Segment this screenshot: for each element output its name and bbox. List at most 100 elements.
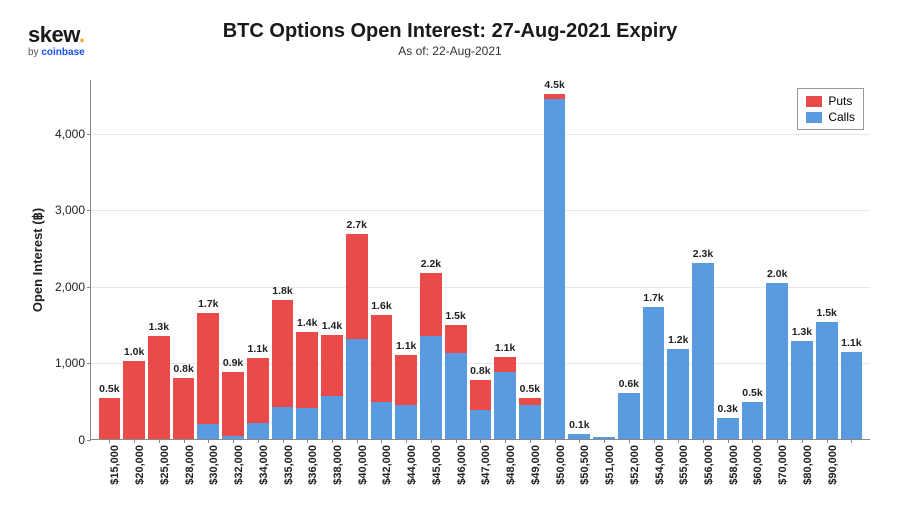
- bar-segment-calls: [544, 99, 566, 439]
- bar-segment-calls: [766, 283, 788, 439]
- x-tick-label: $25,000: [159, 445, 171, 485]
- bar-value-label: 1.3k: [149, 321, 169, 333]
- bar-value-label: 1.4k: [297, 317, 317, 329]
- bar-column: 1.7k$30,000: [197, 80, 219, 439]
- bar-segment-puts: [395, 355, 417, 406]
- bar-value-label: 1.4k: [322, 320, 342, 332]
- bar-column: 1.8k$35,000: [272, 80, 294, 439]
- bar-segment-calls: [742, 402, 764, 439]
- bar-segment-calls: [643, 307, 665, 439]
- bar-segment-puts: [445, 325, 467, 353]
- bar-segment-puts: [321, 335, 343, 396]
- bar-segment-calls: [494, 372, 516, 439]
- x-tick-label: $50,500: [579, 445, 591, 485]
- bar-column: 0.3k$58,000: [717, 80, 739, 439]
- bar-value-label: 0.3k: [718, 403, 738, 415]
- bar-segment-calls: [519, 405, 541, 439]
- bar-segment-calls: [667, 349, 689, 439]
- bar-value-label: 0.6k: [619, 378, 639, 390]
- y-tick-label: 4,000: [55, 127, 85, 141]
- x-tick-label: $28,000: [184, 445, 196, 485]
- bar-segment-calls: [445, 353, 467, 439]
- y-tick-label: 0: [78, 433, 85, 447]
- bar-value-label: 0.1k: [569, 419, 589, 431]
- bar-value-label: 0.5k: [520, 383, 540, 395]
- bar-segment-puts: [99, 398, 121, 439]
- x-tick-label: $52,000: [629, 445, 641, 485]
- bar-value-label: 1.3k: [792, 326, 812, 338]
- bar-value-label: 2.7k: [346, 219, 366, 231]
- bar-value-label: 1.7k: [198, 298, 218, 310]
- x-tick-label: $36,000: [307, 445, 319, 485]
- bar-column: 2.0k$70,000: [766, 80, 788, 439]
- bar-column: 1.7k$54,000: [643, 80, 665, 439]
- bar-value-label: 1.7k: [643, 292, 663, 304]
- bar-segment-calls: [717, 418, 739, 439]
- bar-value-label: 0.8k: [470, 365, 490, 377]
- bar-column: 1.6k$42,000: [371, 80, 393, 439]
- legend: Puts Calls: [797, 88, 864, 130]
- x-tick-label: $15,000: [109, 445, 121, 485]
- bar-column: 1.0k$20,000: [123, 80, 145, 439]
- bar-value-label: 2.0k: [767, 268, 787, 280]
- bar-value-label: 1.2k: [668, 334, 688, 346]
- bar-value-label: 4.5k: [544, 79, 564, 91]
- bar-value-label: 1.1k: [841, 337, 861, 349]
- bar-segment-puts: [197, 313, 219, 425]
- bar-segment-calls: [296, 408, 318, 439]
- bar-segment-calls: [247, 423, 269, 439]
- x-tick-label: $51,000: [604, 445, 616, 485]
- bar-segment-puts: [247, 358, 269, 423]
- bar-column: 0.5k$60,000: [742, 80, 764, 439]
- bar-column: 0.6k$52,000: [618, 80, 640, 439]
- bar-segment-calls: [692, 263, 714, 439]
- chart-title: BTC Options Open Interest: 27-Aug-2021 E…: [0, 20, 900, 43]
- bar-column: 1.4k$38,000: [321, 80, 343, 439]
- bar-value-label: 1.1k: [248, 343, 268, 355]
- bar-segment-calls: [470, 410, 492, 439]
- bar-column: 0.5k$49,000: [519, 80, 541, 439]
- legend-item-calls: Calls: [806, 109, 855, 125]
- x-tick-label: $30,000: [208, 445, 220, 485]
- bar-value-label: 1.1k: [396, 340, 416, 352]
- x-tick-label: $50,000: [555, 445, 567, 485]
- x-tick-label: $80,000: [802, 445, 814, 485]
- bar-value-label: 1.0k: [124, 346, 144, 358]
- legend-label-puts: Puts: [828, 94, 852, 108]
- bar-segment-puts: [123, 361, 145, 439]
- bar-column: 0.9k$32,000: [222, 80, 244, 439]
- bar-segment-puts: [470, 380, 492, 410]
- x-tick-label: $42,000: [381, 445, 393, 485]
- bar-segment-puts: [494, 357, 516, 372]
- plot-area: 01,0002,0003,0004,000 0.5k$15,0001.0k$20…: [90, 80, 870, 440]
- bar-segment-puts: [272, 300, 294, 407]
- x-tick-label: $48,000: [505, 445, 517, 485]
- legend-label-calls: Calls: [828, 110, 855, 124]
- bar-segment-calls: [618, 393, 640, 439]
- x-tick-label: $70,000: [777, 445, 789, 485]
- bar-column: 1.5k$90,000: [816, 80, 838, 439]
- bar-value-label: 0.5k: [742, 387, 762, 399]
- y-axis-label: Open Interest (฿): [30, 208, 46, 312]
- legend-swatch-calls: [806, 112, 822, 123]
- x-tick-label: $60,000: [752, 445, 764, 485]
- bar-column: 0.5k$15,000: [99, 80, 121, 439]
- bar-segment-calls: [197, 424, 219, 439]
- bar-segment-puts: [222, 372, 244, 436]
- x-tick-label: $49,000: [530, 445, 542, 485]
- legend-swatch-puts: [806, 96, 822, 107]
- x-tick-label: $56,000: [703, 445, 715, 485]
- x-tick-label: $20,000: [134, 445, 146, 485]
- bar-column: 1.1k$44,000: [395, 80, 417, 439]
- bar-column: $51,000: [593, 80, 615, 439]
- bar-segment-puts: [296, 332, 318, 409]
- bar-value-label: 0.8k: [173, 363, 193, 375]
- bar-segment-puts: [420, 273, 442, 336]
- bar-column: 2.7k$40,000: [346, 80, 368, 439]
- bar-column: 2.3k$56,000: [692, 80, 714, 439]
- bar-segment-calls: [395, 405, 417, 439]
- bar-segment-puts: [371, 315, 393, 402]
- bar-column: 1.3k$80,000: [791, 80, 813, 439]
- bar-value-label: 1.8k: [272, 285, 292, 297]
- x-tick-label: $46,000: [456, 445, 468, 485]
